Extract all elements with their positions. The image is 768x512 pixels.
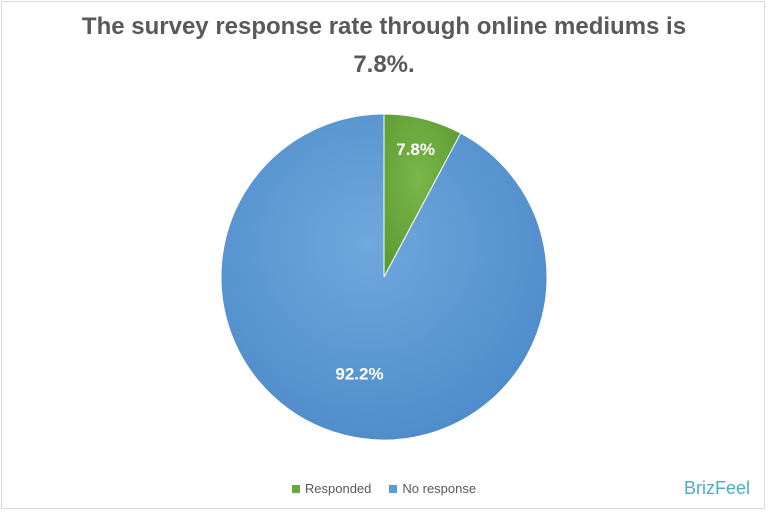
chart-title: The survey response rate through online …	[81, 13, 687, 78]
brand-watermark: BrizFeel	[683, 478, 750, 498]
legend: Responded No response	[0, 481, 768, 496]
legend-item-responded: Responded	[291, 481, 372, 496]
data-label-responded: 7.8%	[396, 140, 435, 159]
legend-label-no-response: No response	[402, 481, 477, 496]
legend-label-responded: Responded	[304, 481, 372, 496]
legend-swatch-no-response	[389, 484, 398, 493]
legend-item-no-response: No response	[389, 481, 476, 496]
data-label-no-response: 92.2%	[335, 365, 383, 384]
legend-swatch-responded	[291, 484, 300, 493]
pie-slice-no-response	[220, 113, 548, 441]
